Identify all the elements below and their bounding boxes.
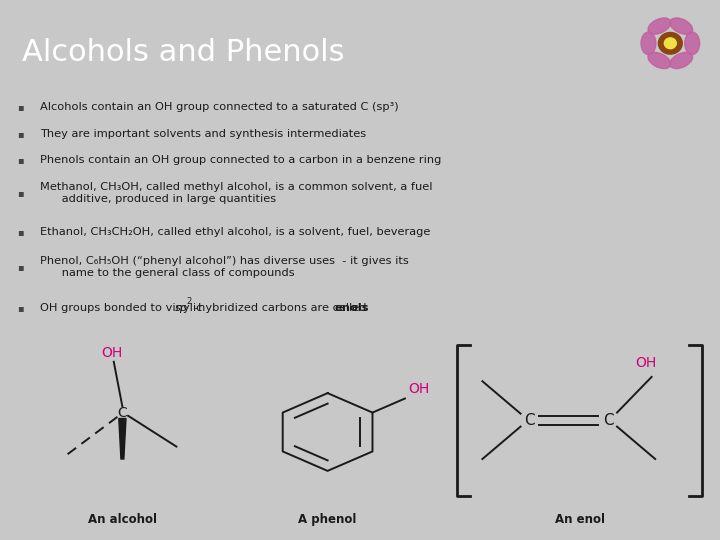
Text: C: C [603,413,613,428]
Ellipse shape [641,32,656,55]
Text: ▪: ▪ [17,303,24,313]
Text: ▪: ▪ [17,156,24,165]
Text: -hybridized carbons are called: -hybridized carbons are called [194,303,370,313]
Text: ▪: ▪ [17,129,24,139]
Ellipse shape [648,52,671,69]
Ellipse shape [648,18,671,34]
Text: Alcohols and Phenols: Alcohols and Phenols [22,38,344,67]
Text: ▪: ▪ [17,262,24,272]
Text: A phenol: A phenol [298,513,357,526]
Text: Methanol, CH₃OH, called methyl alcohol, is a common solvent, a fuel
      additi: Methanol, CH₃OH, called methyl alcohol, … [40,182,432,204]
Text: OH: OH [635,356,657,370]
Ellipse shape [670,52,693,69]
Text: An alcohol: An alcohol [88,513,157,526]
Text: OH: OH [101,346,122,360]
Circle shape [665,38,676,49]
Text: enols: enols [335,303,369,313]
Text: Phenol, C₆H₅OH (“phenyl alcohol”) has diverse uses  - it gives its
      name to: Phenol, C₆H₅OH (“phenyl alcohol”) has di… [40,256,408,278]
Text: Alcohols contain an OH group connected to a saturated C (sp³): Alcohols contain an OH group connected t… [40,102,398,112]
Text: 2: 2 [186,296,192,306]
Text: ▪: ▪ [17,227,24,237]
Text: ▪: ▪ [17,102,24,112]
Circle shape [658,32,683,54]
Polygon shape [119,418,126,459]
Text: C: C [524,413,534,428]
Text: OH: OH [408,382,429,396]
Text: C: C [117,406,127,420]
Text: ▪: ▪ [17,188,24,198]
Ellipse shape [670,18,693,34]
Ellipse shape [685,32,700,55]
Text: Phenols contain an OH group connected to a carbon in a benzene ring: Phenols contain an OH group connected to… [40,156,441,165]
Text: Ethanol, CH₃CH₂OH, called ethyl alcohol, is a solvent, fuel, beverage: Ethanol, CH₃CH₂OH, called ethyl alcohol,… [40,227,430,237]
Text: They are important solvents and synthesis intermediates: They are important solvents and synthesi… [40,129,366,139]
Text: sp: sp [175,303,188,313]
Text: OH groups bonded to vinylic: OH groups bonded to vinylic [40,303,206,313]
Text: An enol: An enol [554,513,605,526]
